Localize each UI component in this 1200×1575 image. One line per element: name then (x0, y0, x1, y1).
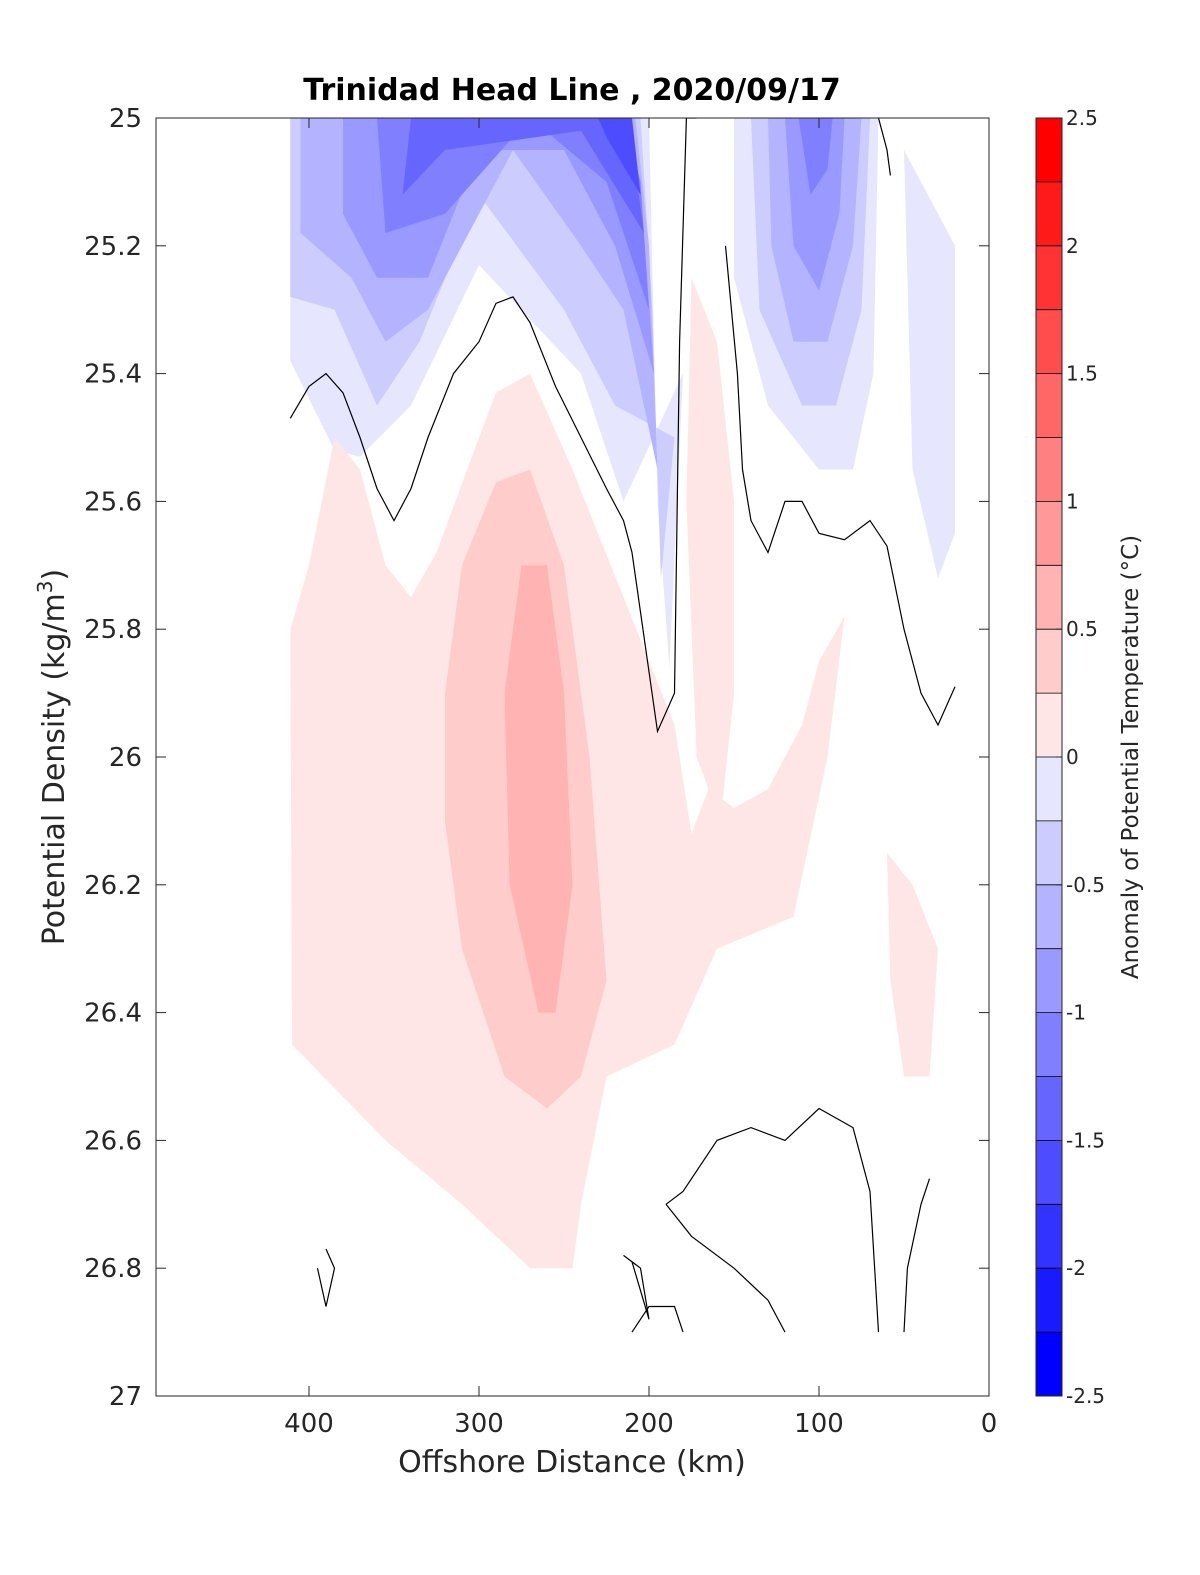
colorbar-band-5 (1036, 1012, 1062, 1077)
filled-region-4 (377, 118, 649, 310)
filled-region-17 (887, 852, 938, 1077)
colorbar-band-9 (1036, 757, 1062, 821)
y-tick-label-9: 26.8 (84, 1254, 142, 1284)
colorbar-band-10 (1036, 693, 1062, 757)
colorbar-band-13 (1036, 501, 1062, 566)
y-tick-label-10: 27 (109, 1382, 142, 1412)
colorbar-tick-label-10: -2.5 (1066, 1384, 1105, 1408)
x-tick-label-2: 200 (624, 1409, 674, 1439)
colorbar-tick-label-9: -2 (1066, 1256, 1086, 1280)
colorbar-label: Anomaly of Potential Temperature (°C) (1118, 535, 1144, 979)
colorbar-band-4 (1036, 1076, 1062, 1141)
colorbar-band-17 (1036, 245, 1062, 310)
zero-contour-1 (724, 245, 956, 727)
colorbar-band-8 (1036, 820, 1062, 885)
filled-region-12 (904, 150, 955, 579)
colorbar-band-14 (1036, 437, 1062, 502)
y-tick-label-3: 25.6 (84, 487, 142, 517)
colorbar-tick-label-8: -1.5 (1066, 1128, 1105, 1152)
filled-region-15 (504, 565, 573, 1013)
x-axis-label: Offshore Distance (km) (398, 1445, 746, 1480)
zero-contour-lines (289, 118, 956, 1333)
y-tick-label-1: 25.2 (84, 232, 142, 262)
x-tick-label-0: 400 (284, 1409, 334, 1439)
filled-region-5 (402, 118, 644, 233)
zero-contour-6 (316, 1248, 336, 1307)
zero-contour-3 (665, 1107, 880, 1333)
y-axis-label-close: ) (37, 569, 72, 581)
y-tick-label-8: 26.6 (84, 1126, 142, 1156)
colorbar-ticks: 2.5 2 1.5 1 0.5 0 -0.5 -1 -1.5 -2 -2.5 (1056, 106, 1105, 1408)
x-tick-label-1: 300 (454, 1409, 504, 1439)
chart-title: Trinidad Head Line , 2020/09/17 (303, 73, 840, 108)
zero-contour-0 (289, 118, 697, 734)
filled-region-10 (785, 118, 845, 291)
y-axis: 25 25.2 25.4 25.6 25.8 26 26.2 26.4 26.6 26.8 27 (84, 104, 989, 1412)
colorbar-tick-label-7: -1 (1066, 1001, 1086, 1025)
filled-region-16 (686, 277, 734, 821)
x-tick-label-3: 100 (794, 1409, 844, 1439)
colorbar-band-2 (1036, 1204, 1062, 1269)
filled-region-11 (798, 118, 833, 195)
zero-contour-2 (877, 118, 891, 176)
zero-contour-7 (623, 1254, 650, 1320)
colorbar-band-0 (1036, 1332, 1062, 1396)
y-tick-label-2: 25.4 (84, 360, 142, 390)
filled-contours (290, 118, 955, 1269)
y-tick-label-5: 26 (109, 743, 142, 773)
colorbar-band-1 (1036, 1268, 1062, 1333)
y-axis-label: Potential Density (kg/m3) (33, 569, 72, 945)
zero-contour-4 (665, 1203, 786, 1333)
colorbar-band-12 (1036, 565, 1062, 630)
zero-contour-8 (631, 1305, 684, 1333)
y-tick-label-7: 26.4 (84, 999, 142, 1029)
zero-contour-5 (903, 1178, 931, 1333)
y-axis-label-main: Potential Density (kg/m (37, 593, 72, 945)
colorbar-band-19 (1036, 118, 1062, 182)
x-tick-label-4: 0 (981, 1409, 998, 1439)
colorbar-band-18 (1036, 181, 1062, 246)
colorbar-band-11 (1036, 629, 1062, 694)
colorbar-tick-label-6: -0.5 (1066, 873, 1105, 897)
colorbar-tick-label-1: 2 (1066, 234, 1079, 258)
colorbar-band-16 (1036, 309, 1062, 374)
y-tick-label-6: 26.2 (84, 871, 142, 901)
colorbar-tick-label-5: 0 (1066, 745, 1079, 769)
colorbar-band-15 (1036, 373, 1062, 438)
y-tick-label-0: 25 (109, 104, 142, 134)
y-axis-label-sup: 3 (33, 580, 57, 593)
filled-region-6 (598, 118, 641, 195)
colorbar-bands (1036, 118, 1062, 1397)
x-axis: 400 300 200 100 0 (284, 118, 997, 1439)
colorbar-tick-label-0: 2.5 (1066, 106, 1098, 130)
colorbar-band-7 (1036, 884, 1062, 949)
colorbar-tick-label-2: 1.5 (1066, 362, 1098, 386)
colorbar-tick-label-4: 0.5 (1066, 617, 1098, 641)
y-tick-label-4: 25.8 (84, 615, 142, 645)
colorbar: 2.5 2 1.5 1 0.5 0 -0.5 -1 -1.5 -2 -2.5 (1035, 106, 1105, 1408)
colorbar-band-6 (1036, 948, 1062, 1013)
colorbar-tick-label-3: 1 (1066, 489, 1079, 513)
plot-area: 400 300 200 100 0 25 25.2 25.4 25.6 25.8 26 26.2 26… (84, 104, 997, 1439)
colorbar-band-3 (1036, 1140, 1062, 1205)
svg-text:Potential Density (kg/m3): Potential Density (kg/m3) (33, 569, 72, 945)
